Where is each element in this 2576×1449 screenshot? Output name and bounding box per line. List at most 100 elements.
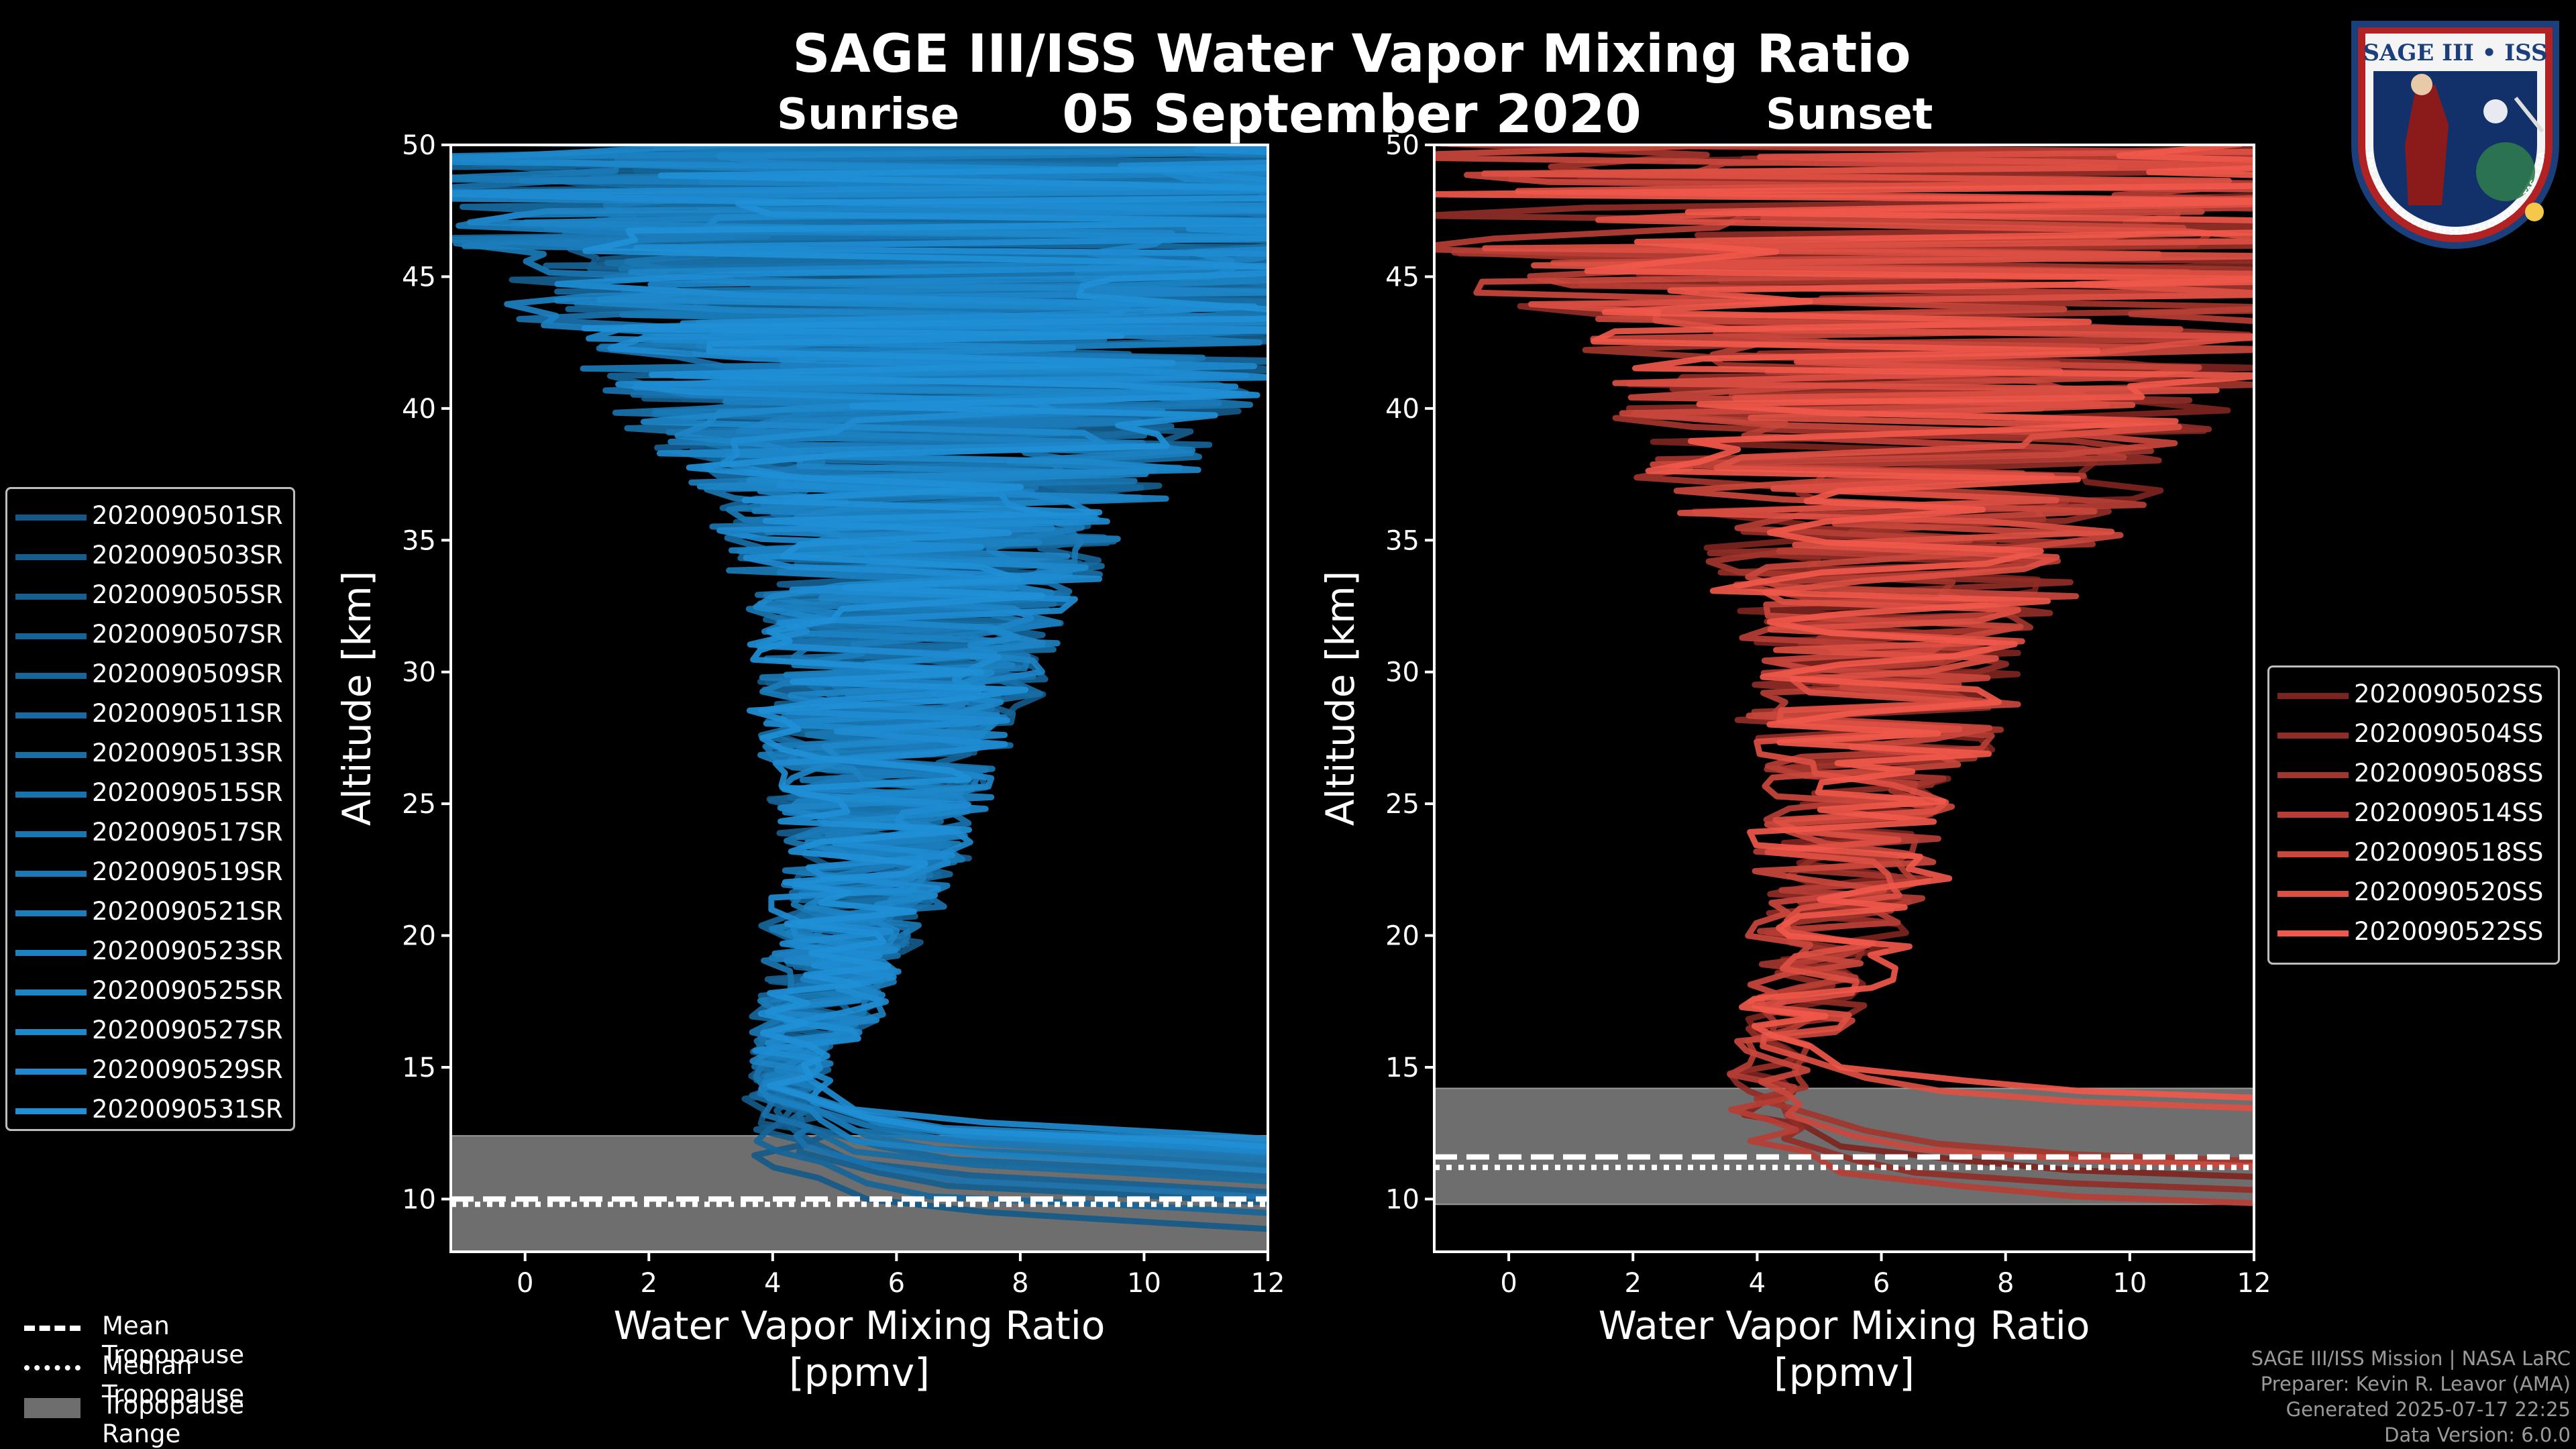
sunrise-y-tick-label: 50	[402, 130, 436, 161]
sunrise-legend-item: 2020090529SR	[7, 1051, 293, 1091]
tropopause-range-swatch	[24, 1398, 80, 1418]
sunrise-legend-label: 2020090519SR	[92, 857, 283, 886]
sunset-x-tick-label: 8	[1997, 1268, 2014, 1299]
sunrise-legend-label: 2020090505SR	[92, 580, 283, 609]
sunset-legend-label: 2020090514SS	[2354, 798, 2544, 827]
sunrise-x-axis-label: Water Vapor Mixing Ratio	[614, 1303, 1106, 1348]
sunrise-legend-swatch	[15, 1029, 87, 1035]
sunrise-legend-swatch	[15, 831, 87, 837]
sunset-legend-label: 2020090502SS	[2354, 680, 2544, 708]
sunrise-legend-label: 2020090503SR	[92, 541, 283, 570]
mean-tropopause-swatch	[24, 1326, 80, 1331]
sunset-legend-swatch	[2277, 772, 2349, 778]
footer-credits: SAGE III/ISS Mission | NASA LaRC Prepare…	[2251, 1346, 2571, 1448]
sunset-y-tick-label: 50	[1385, 130, 1419, 161]
sunset-profiles	[1434, 145, 2254, 1207]
sunset-legend-label: 2020090518SS	[2354, 838, 2544, 867]
footer-mission: SAGE III/ISS Mission | NASA LaRC	[2251, 1347, 2571, 1370]
sunrise-plot-area: 0 2 4 6 8 10 12 10 15 20 25 30 35 40 45 50 Water Vapor M…	[334, 130, 1285, 1395]
sunrise-x-tick-label: 10	[1127, 1268, 1161, 1299]
mean-tropopause-label: Mean Tropopause	[102, 1311, 244, 1369]
sunset-y-tick-label: 30	[1385, 657, 1419, 688]
sunrise-panel-label: Sunrise	[777, 90, 960, 140]
sunrise-legend-item: 2020090501SR	[7, 497, 293, 537]
sunrise-legend-item: 2020090519SR	[7, 853, 293, 893]
sunrise-y-tick-label: 35	[402, 525, 436, 556]
sunrise-legend-label: 2020090513SR	[92, 739, 283, 767]
sunset-y-tick-label: 25	[1385, 789, 1419, 820]
sunrise-y-tick-label: 25	[402, 789, 436, 820]
sunrise-legend-swatch	[15, 871, 87, 877]
sunrise-legend-item: 2020090521SR	[7, 893, 293, 932]
sunset-x-tick-label: 0	[1500, 1268, 1517, 1299]
sunrise-y-tick-label: 40	[402, 394, 436, 425]
sunrise-legend-item: 2020090511SR	[7, 695, 293, 735]
sunset-legend-label: 2020090508SS	[2354, 759, 2544, 788]
sunrise-legend-swatch	[15, 792, 87, 798]
sunrise-legend-item: 2020090507SR	[7, 616, 293, 655]
sunrise-legend-item: 2020090505SR	[7, 576, 293, 616]
sunset-legend-swatch	[2277, 930, 2349, 936]
sunset-legend-item: 2020090508SS	[2269, 755, 2558, 794]
date-title: 05 September 2020	[1062, 85, 1642, 145]
sunrise-legend-label: 2020090517SR	[92, 818, 283, 847]
sunset-panel-label: Sunset	[1766, 90, 1933, 140]
sage-iii-iss-logo: SAGE III • ISS BALL • NASA LANGLEY RESEA…	[2351, 21, 2559, 249]
sunrise-legend-item: 2020090509SR	[7, 655, 293, 695]
sunset-legend-item: 2020090518SS	[2269, 834, 2558, 873]
sunset-legend-label: 2020090522SS	[2354, 917, 2544, 946]
sunrise-legend-swatch	[15, 950, 87, 956]
sunset-legend-swatch	[2277, 812, 2349, 818]
sunrise-legend-label: 2020090515SR	[92, 778, 283, 807]
sunrise-legend-swatch	[15, 712, 87, 718]
sunrise-x-tick-label: 0	[517, 1268, 533, 1299]
sunset-y-tick-label: 20	[1385, 921, 1419, 952]
sunset-x-axis-label: [ppmv]	[1774, 1350, 1915, 1395]
sunset-legend-item: 2020090504SS	[2269, 715, 2558, 755]
sunset-x-tick-label: 2	[1625, 1268, 1642, 1299]
sunrise-legend-label: 2020090527SR	[92, 1016, 283, 1044]
footer-generated: Generated 2025-07-17 22:25	[2286, 1398, 2571, 1421]
sunrise-legend-swatch	[15, 673, 87, 679]
sunrise-legend-label: 2020090531SR	[92, 1095, 283, 1124]
median-tropopause-swatch	[24, 1365, 80, 1371]
sunset-legend-item: 2020090520SS	[2269, 873, 2558, 913]
sunrise-legend-swatch	[15, 989, 87, 996]
sunset-legend: 2020090502SS 2020090504SS 2020090508SS 2020…	[2267, 665, 2560, 965]
sunrise-x-tick-label: 8	[1012, 1268, 1028, 1299]
sunset-y-axis-label: Altitude [km]	[1318, 571, 1363, 826]
sunrise-legend-label: 2020090511SR	[92, 699, 283, 728]
footer-preparer: Preparer: Kevin R. Leavor (AMA)	[2260, 1373, 2571, 1395]
sunrise-legend-swatch	[15, 594, 87, 600]
sunset-x-tick-label: 6	[1873, 1268, 1890, 1299]
sunset-y-tick-label: 15	[1385, 1053, 1419, 1083]
sunrise-y-tick-label: 15	[402, 1053, 436, 1083]
sunset-y-tick-label: 45	[1385, 262, 1419, 292]
sunrise-legend-label: 2020090523SR	[92, 936, 283, 965]
sunrise-y-tick-label: 20	[402, 921, 436, 952]
sunset-legend-swatch	[2277, 891, 2349, 897]
main-title: SAGE III/ISS Water Vapor Mixing Ratio	[792, 24, 1911, 85]
sunrise-legend-swatch	[15, 554, 87, 560]
sunset-profile-2020090522SS	[1434, 145, 2254, 1101]
sunset-x-tick-label: 4	[1749, 1268, 1766, 1299]
sunset-legend-item: 2020090522SS	[2269, 913, 2558, 953]
sunrise-legend-label: 2020090529SR	[92, 1055, 283, 1084]
sunrise-profiles	[451, 145, 1268, 1232]
tropopause-range-label: Tropopause Range	[102, 1391, 244, 1448]
sunrise-legend-label: 2020090507SR	[92, 620, 283, 649]
logo-title: SAGE III • ISS	[2363, 40, 2547, 66]
sunset-x-tick-label: 10	[2112, 1268, 2147, 1299]
sunset-x-axis-label: Water Vapor Mixing Ratio	[1599, 1303, 2090, 1348]
sunrise-legend-swatch	[15, 752, 87, 758]
sunset-y-tick-label: 35	[1385, 525, 1419, 556]
sunrise-legend-item: 2020090515SR	[7, 774, 293, 814]
sunrise-legend-label: 2020090509SR	[92, 659, 283, 688]
sunrise-x-tick-label: 12	[1251, 1268, 1285, 1299]
sunset-x-tick-label: 12	[2237, 1268, 2271, 1299]
sunrise-x-tick-label: 6	[888, 1268, 905, 1299]
sunrise-axes-frame	[449, 144, 1269, 1253]
sunrise-legend-item: 2020090523SR	[7, 932, 293, 972]
sunset-legend-swatch	[2277, 733, 2349, 739]
